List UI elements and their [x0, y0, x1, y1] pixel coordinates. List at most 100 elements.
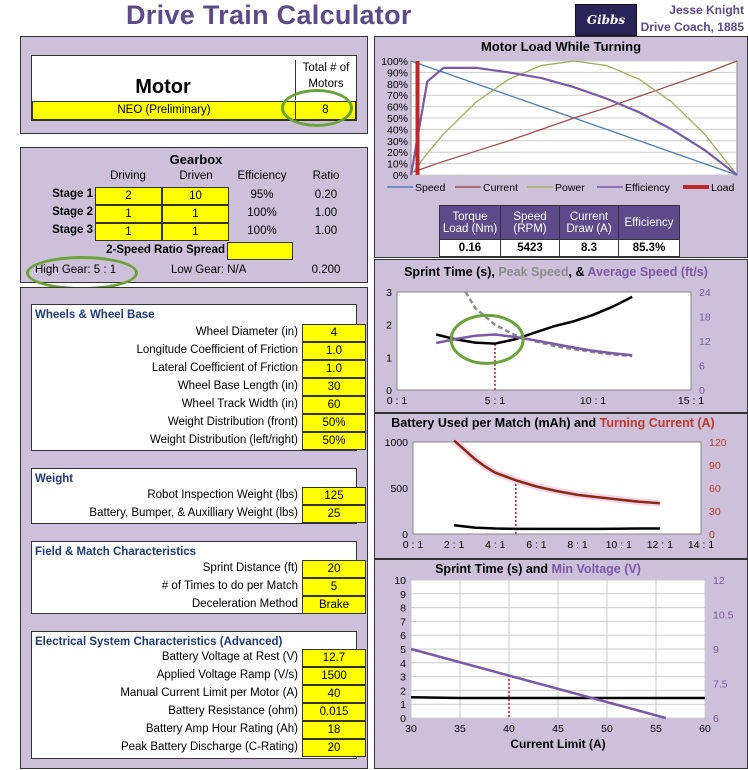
- col-ratio: Ratio: [312, 170, 340, 182]
- wheels-row-value[interactable]: 30: [302, 378, 366, 396]
- stage-2-driven[interactable]: 1: [162, 205, 229, 223]
- x-tick-label: 0 : 1: [403, 539, 424, 551]
- stage-3-ratio: 1.00: [314, 225, 338, 237]
- x-tick-label: 60: [699, 723, 711, 735]
- y-tick-label: 100%: [381, 56, 408, 68]
- current-limit-chart: Sprint Time (s) and Min Voltage (V)01234…: [394, 562, 733, 751]
- legend-label: Current: [483, 182, 518, 194]
- wheels-row-label: Longitude Coefficient of Friction: [136, 344, 298, 356]
- wheels-row-value[interactable]: 50%: [302, 432, 366, 450]
- stage-3-driving[interactable]: 1: [95, 223, 162, 241]
- wheels-row-value[interactable]: 50%: [302, 414, 366, 432]
- legend-label: Speed: [415, 182, 446, 194]
- stage-1-driven[interactable]: 10: [162, 187, 229, 205]
- stage-2-driving[interactable]: 1: [95, 205, 162, 223]
- motor-heading: Motor: [135, 76, 191, 98]
- x-axis-label: Current Limit (A): [510, 737, 605, 751]
- field-row-value[interactable]: 20: [302, 560, 366, 578]
- sprint-speed-chart: Sprint Time (s), Peak Speed, & Average S…: [386, 265, 711, 407]
- x-tick-label: 8 : 1: [567, 539, 588, 551]
- ratio-spread-label: 2-Speed Ratio Spread: [106, 244, 225, 256]
- stage-3-label: Stage 3: [52, 224, 93, 236]
- weight-row-value[interactable]: 25: [302, 505, 366, 523]
- ratio-spread-field[interactable]: [227, 242, 293, 260]
- y-right-tick-label: 24: [699, 287, 711, 299]
- y-left-tick-label: 10: [394, 575, 406, 587]
- x-tick-label: 55: [650, 723, 662, 735]
- weight-row-label: Battery, Bumper, & Auxilliary Weight (lb…: [89, 507, 298, 519]
- page-title: Drive Train Calculator: [126, 0, 412, 30]
- y-right-tick-label: 18: [699, 312, 711, 324]
- table-header: Speed (RPM): [500, 205, 560, 240]
- electrical-row-label: Applied Voltage Ramp (V/s): [156, 669, 298, 681]
- electrical-row-value[interactable]: 1500: [302, 667, 366, 685]
- y-left-tick-label: 0: [386, 385, 392, 397]
- x-tick-label: 10 : 1: [580, 395, 606, 407]
- wheels-heading: Wheels & Wheel Base: [35, 309, 155, 321]
- author-block: Jesse Knight Drive Coach, 1885: [641, 2, 744, 36]
- field-row-label: # of Times to do per Match: [161, 580, 298, 592]
- col-driving: Driving: [110, 170, 146, 182]
- y-left-tick-label: 0: [402, 529, 408, 541]
- table-header: Torque Load (Nm): [439, 205, 501, 240]
- chart-title-part: Min Voltage (V): [552, 562, 641, 576]
- table-header: Efficiency: [618, 205, 680, 240]
- wheels-section: Wheels & Wheel Base Wheel Diameter (in) 4…: [31, 304, 366, 451]
- author-team: Drive Coach, 1885: [640, 20, 744, 34]
- table-cell: 85.3%: [618, 239, 680, 257]
- stage-3-driven[interactable]: 1: [162, 223, 229, 241]
- x-tick-label: 50: [601, 723, 613, 735]
- series-line-sprint-time: [410, 696, 705, 700]
- field-row-value[interactable]: Brake: [302, 596, 366, 614]
- field-row-value[interactable]: 5: [302, 578, 366, 596]
- electrical-row-label: Battery Resistance (ohm): [168, 705, 298, 717]
- wheels-row-label: Wheel Base Length (in): [177, 380, 298, 392]
- y-right-tick-label: 0: [699, 385, 705, 397]
- y-tick-label: 60%: [387, 102, 408, 114]
- y-left-tick-label: 4: [400, 658, 406, 670]
- highlight-oval: [449, 313, 525, 365]
- y-left-tick-label: 6: [400, 630, 406, 642]
- wheels-row-value[interactable]: 1.0: [302, 360, 366, 378]
- electrical-row-value[interactable]: 12.7: [302, 649, 366, 667]
- x-tick-label: 10 : 1: [606, 539, 632, 551]
- gearbox-heading: Gearbox: [169, 152, 223, 167]
- y-left-tick-label: 9: [400, 589, 406, 601]
- table-cell: 5423: [500, 239, 560, 257]
- current-limit-chart-panel: Sprint Time (s) and Min Voltage (V) 0 1 2 3 4…: [374, 559, 748, 769]
- y-tick-label: 20%: [387, 147, 408, 159]
- chart-title-part: Battery Used per Match (mAh) and: [391, 416, 599, 430]
- y-left-tick-label: 5: [400, 644, 406, 656]
- series-line-min-voltage: [410, 647, 667, 720]
- wheels-row-value[interactable]: 1.0: [302, 342, 366, 360]
- wheels-row-label: Weight Distribution (left/right): [149, 434, 298, 446]
- battery-chart-panel: Battery Used per Match (mAh) and Turning…: [374, 413, 748, 559]
- stage-1-efficiency: 95%: [250, 189, 274, 201]
- table-cell: 0.16: [439, 239, 501, 257]
- series-line-sprint-time: [435, 295, 633, 345]
- wheels-row-value[interactable]: 60: [302, 396, 366, 414]
- y-left-tick-label: 3: [386, 287, 392, 299]
- weight-row-value[interactable]: 125: [302, 487, 366, 505]
- table-cell: 8.3: [559, 239, 619, 257]
- chart-title-part: Average Speed (ft/s): [588, 265, 708, 279]
- chart-title-part: Turning Current (A): [600, 416, 715, 430]
- motor-count-label: Total # of Motors: [295, 60, 356, 100]
- y-tick-label: 40%: [387, 124, 408, 136]
- y-tick-label: 50%: [387, 113, 408, 125]
- motor-load-chart-title: Motor Load While Turning: [480, 39, 642, 54]
- y-tick-label: 30%: [387, 136, 408, 148]
- wheels-row-value[interactable]: 4: [302, 324, 366, 342]
- chart-title: Sprint Time (s) and Min Voltage (V): [435, 562, 641, 576]
- motor-name-field[interactable]: NEO (Preliminary): [32, 101, 296, 120]
- y-left-tick-label: 3: [400, 672, 406, 684]
- field-section: Field & Match Characteristics Sprint Dis…: [31, 541, 366, 614]
- electrical-row-value[interactable]: 40: [302, 685, 366, 703]
- electrical-row-value[interactable]: 18: [302, 721, 366, 739]
- x-tick-label: 5 : 1: [485, 395, 506, 407]
- inputs-panel: Wheels & Wheel Base Wheel Diameter (in) 4…: [20, 287, 368, 769]
- electrical-row-value[interactable]: 0.015: [302, 703, 366, 721]
- electrical-row-value[interactable]: 20: [302, 739, 366, 757]
- stage-1-driving[interactable]: 2: [95, 187, 162, 205]
- electrical-row-label: Peak Battery Discharge (C-Rating): [120, 741, 298, 753]
